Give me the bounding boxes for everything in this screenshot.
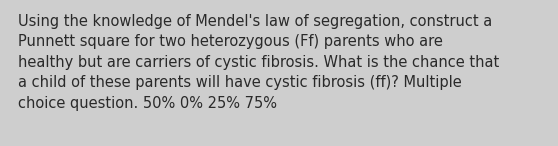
Text: Using the knowledge of Mendel's law of segregation, construct a
Punnett square f: Using the knowledge of Mendel's law of s… bbox=[18, 14, 499, 111]
